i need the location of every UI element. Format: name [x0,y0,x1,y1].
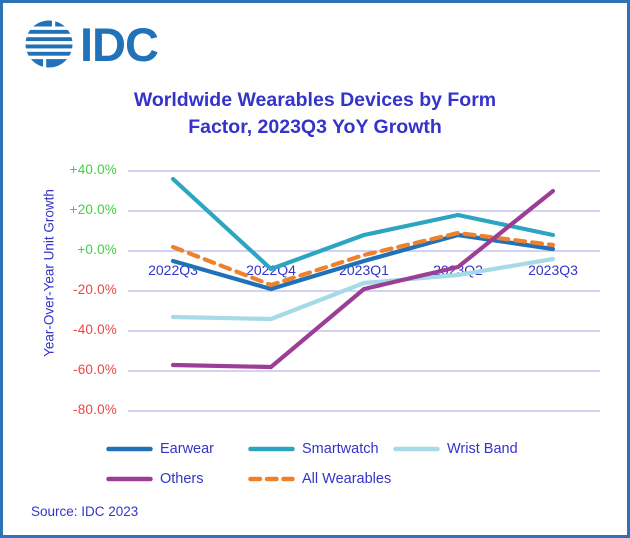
y-tick-label: +40.0% [69,162,117,177]
legend-label: Others [160,471,204,487]
chart-title-line2: Factor, 2023Q3 YoY Growth [188,116,442,138]
idc-logo: IDC [23,18,159,71]
legend-label: All Wearables [302,471,392,487]
legend-swatch-smartwatch [248,446,295,452]
chart-title: Worldwide Wearables Devices by Form Facto… [3,87,627,141]
y-tick-label: +0.0% [77,242,117,257]
legend-item-others: Others [106,471,204,487]
legend-item-wrist-band: Wrist Band [393,441,518,457]
legend-item-smartwatch: Smartwatch [248,441,379,457]
series-line-wrist-band [170,256,556,322]
source-note: Source: IDC 2023 [31,504,139,519]
line-chart-plot [128,170,600,412]
y-tick-label: -80.0% [73,402,117,417]
chart-title-line1: Worldwide Wearables Devices by Form [133,89,497,111]
y-tick-label: -60.0% [73,362,117,377]
legend-label: Wrist Band [447,441,518,457]
legend-swatch-others [106,476,153,482]
legend-item-all-wearables: All Wearables [248,471,391,487]
x-tick-label-2023q3: 2023Q3 [528,262,578,278]
series-line-earwear [170,232,556,292]
y-tick-label: -40.0% [73,322,117,337]
idc-globe-icon [23,20,75,69]
legend-label: Earwear [160,441,214,457]
legend-item-earwear: Earwear [106,441,214,457]
series-line-smartwatch [170,176,556,272]
legend-swatch-all-wearables [248,476,295,482]
legend-swatch-earwear [106,446,153,452]
y-tick-label: -20.0% [73,282,117,297]
idc-logo-text: IDC [80,18,158,71]
legend-label: Smartwatch [302,441,379,457]
series-line-others [170,188,556,370]
legend-swatch-wrist-band [393,446,440,452]
series-line-all-wearables [170,230,556,288]
y-tick-label: +20.0% [69,202,117,217]
